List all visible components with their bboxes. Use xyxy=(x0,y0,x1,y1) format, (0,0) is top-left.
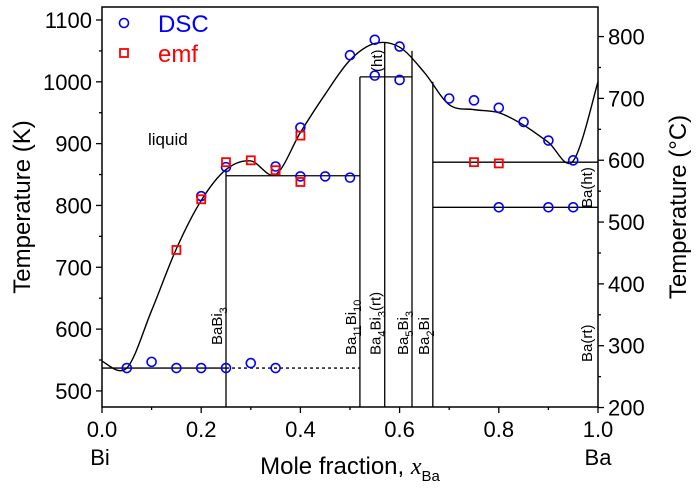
y2-tick-label: 200 xyxy=(608,396,645,421)
dsc-point xyxy=(121,362,133,374)
emf-point xyxy=(245,155,256,166)
dsc-point xyxy=(245,357,257,369)
y2-axis-label: Temperature (°C) xyxy=(665,115,692,299)
dsc-point xyxy=(220,362,232,374)
dsc-point xyxy=(493,202,505,213)
y-tick-label: 1000 xyxy=(43,70,92,95)
dsc-point xyxy=(220,161,232,173)
end-label-bi: Bi xyxy=(90,445,110,470)
ba-ht-label: Ba(ht) xyxy=(579,167,596,208)
phase-label: BaBi3 xyxy=(209,307,230,345)
ba-rt-label: Ba(rt) xyxy=(579,324,596,362)
dsc-point xyxy=(344,172,356,183)
y2-tick-label: 500 xyxy=(608,210,645,235)
dsc-point xyxy=(369,70,381,81)
dsc-point xyxy=(468,95,480,106)
dsc-point xyxy=(493,102,505,114)
dsc-point xyxy=(394,74,405,86)
dsc-point xyxy=(543,135,554,146)
dsc-point xyxy=(146,356,157,368)
y-axis-label: Temperature (K) xyxy=(9,120,36,293)
phase-label: Ba11Bi10 xyxy=(343,300,364,355)
legend-dsc-label: DSC xyxy=(158,11,209,38)
legend-emf-marker xyxy=(119,48,129,58)
y2-tick-label: 700 xyxy=(608,86,645,111)
x-tick-label: 0.6 xyxy=(384,417,415,442)
dsc-point xyxy=(344,49,356,61)
x-tick-label: 0.0 xyxy=(87,417,118,442)
x-axis-label: Mole fraction, xBa xyxy=(260,453,440,485)
ht-label: (ht) xyxy=(369,49,386,72)
dsc-point xyxy=(369,34,381,46)
dsc-point xyxy=(270,362,281,374)
dsc-point xyxy=(543,202,554,213)
dsc-point xyxy=(443,93,455,104)
dsc-point xyxy=(171,362,182,374)
dsc-point xyxy=(518,116,529,128)
dsc-point xyxy=(567,155,579,166)
emf-point xyxy=(469,157,479,168)
x-tick-label: 0.4 xyxy=(285,417,316,442)
y2-tick-label: 300 xyxy=(608,334,645,359)
emf-point xyxy=(196,194,207,205)
legend-dsc-marker xyxy=(118,17,130,29)
emf-point xyxy=(270,165,281,176)
y-tick-label: 900 xyxy=(55,132,92,157)
y2-tick-label: 600 xyxy=(608,148,645,173)
phase-label: Ba5Bi3 xyxy=(395,311,416,355)
dsc-point xyxy=(319,171,331,182)
y-tick-label: 800 xyxy=(55,193,92,218)
emf-point xyxy=(221,157,231,168)
emf-point xyxy=(171,245,182,255)
y2-tick-label: 800 xyxy=(608,25,645,50)
x-tick-label: 1.0 xyxy=(583,417,614,442)
y-tick-label: 500 xyxy=(55,379,92,404)
phase-label: Ba2Bi xyxy=(416,317,437,355)
dsc-point xyxy=(195,362,207,374)
x-tick-label: 0.8 xyxy=(484,417,515,442)
emf-point xyxy=(493,158,504,169)
y-tick-label: 600 xyxy=(55,317,92,342)
y-tick-label: 1100 xyxy=(45,8,92,33)
phase-label: Ba4Bi3(rt) xyxy=(368,292,389,355)
y2-tick-label: 400 xyxy=(608,272,645,297)
dsc-point xyxy=(295,171,306,182)
end-label-ba: Ba xyxy=(585,445,613,470)
dsc-point xyxy=(394,41,405,52)
emf-point xyxy=(295,130,306,141)
liquid-label: liquid xyxy=(148,130,188,149)
x-tick-label: 0.2 xyxy=(186,417,217,442)
dsc-point xyxy=(567,202,579,213)
y-tick-label: 700 xyxy=(55,255,92,280)
emf-point xyxy=(295,177,306,187)
legend-emf-label: emf xyxy=(158,41,198,68)
